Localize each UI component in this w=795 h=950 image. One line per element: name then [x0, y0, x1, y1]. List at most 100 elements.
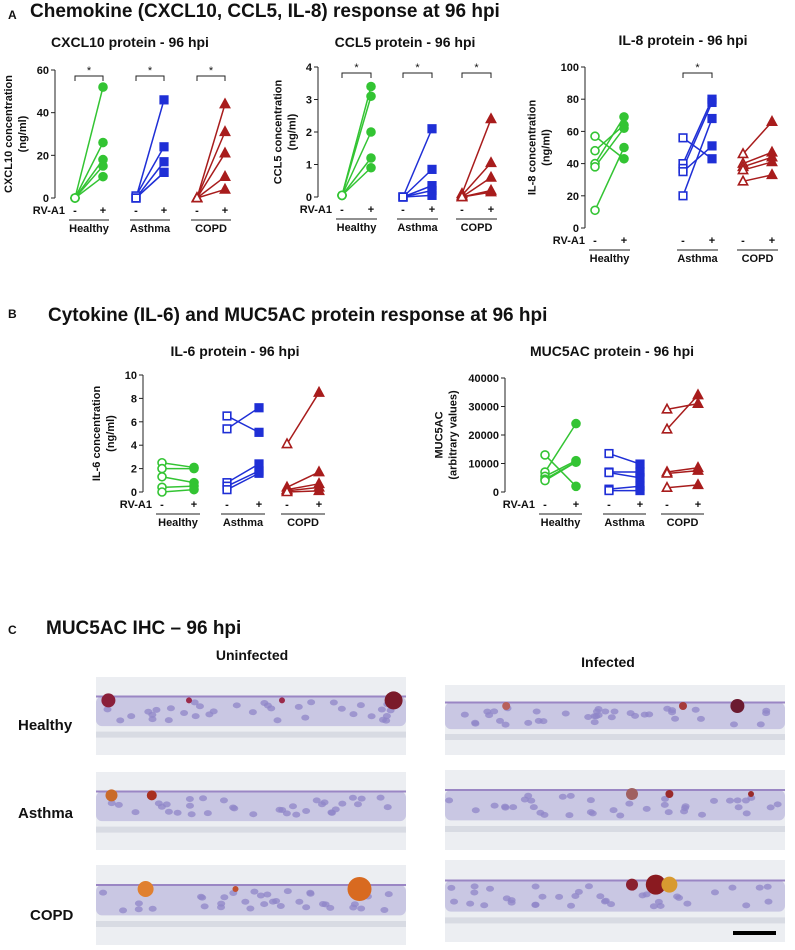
y-tick-label: 0	[493, 487, 499, 499]
group-label: Healthy	[337, 222, 378, 234]
marker	[540, 450, 550, 460]
significance-label: *	[209, 65, 214, 77]
marker	[337, 190, 347, 201]
nucleus	[191, 713, 200, 720]
pair-line	[666, 484, 699, 489]
group-label: Asthma	[677, 253, 718, 265]
pair-line	[402, 189, 433, 198]
marker	[219, 97, 231, 109]
nucleus	[586, 809, 595, 816]
nucleus	[263, 891, 272, 898]
x-tick-label: -	[681, 235, 685, 247]
pair-line	[196, 131, 226, 199]
nucleus	[524, 719, 533, 726]
pair-line	[226, 407, 260, 430]
x-tick-label: -	[134, 205, 138, 217]
nucleus	[349, 904, 358, 911]
pair-line	[226, 472, 260, 491]
nucleus	[586, 797, 595, 804]
pair-line	[742, 156, 773, 168]
nucleus	[301, 714, 310, 721]
group-label: Healthy	[541, 517, 582, 529]
y-tick-label: 1	[306, 160, 312, 172]
pair-line	[544, 423, 577, 473]
nucleus	[490, 802, 499, 809]
pair-line	[74, 165, 104, 199]
marker	[485, 170, 497, 182]
nucleus	[302, 807, 311, 814]
pair-line	[742, 121, 773, 155]
nucleus	[607, 901, 616, 908]
nucleus	[302, 904, 311, 911]
marker	[604, 485, 614, 496]
marker	[189, 484, 199, 495]
nucleus	[486, 885, 495, 892]
nucleus	[217, 900, 226, 907]
marker	[635, 485, 645, 496]
nucleus	[241, 898, 250, 905]
nucleus	[681, 803, 690, 810]
nucleus	[470, 883, 479, 890]
marker	[619, 153, 629, 164]
pair-line	[666, 394, 699, 430]
nucleus	[691, 706, 700, 713]
marker	[678, 191, 688, 201]
significance-label: *	[354, 62, 359, 74]
nucleus	[710, 889, 719, 896]
nucleus	[764, 898, 773, 905]
pair-line	[286, 392, 320, 445]
x-tick-label: -	[73, 205, 77, 217]
panel-letter: C	[8, 623, 17, 637]
y-tick-label: 2	[306, 127, 312, 139]
stain	[626, 788, 638, 800]
x-tick-label: +	[695, 499, 701, 511]
stain	[137, 881, 154, 897]
pair-line	[682, 137, 713, 160]
x-tick-label: +	[316, 499, 322, 511]
nucleus	[470, 889, 479, 896]
marker	[157, 463, 167, 474]
marker	[661, 466, 673, 478]
stain	[665, 790, 674, 798]
marker	[313, 385, 325, 397]
y-tick-label: 40	[37, 108, 49, 120]
marker	[707, 154, 717, 164]
nucleus	[273, 717, 282, 724]
group-label: COPD	[195, 223, 227, 235]
marker	[254, 427, 264, 437]
nucleus	[616, 812, 625, 819]
nucleus	[471, 720, 480, 727]
chart-title: CXCL10 protein - 96 hpi	[51, 34, 209, 50]
nucleus	[536, 809, 545, 816]
pair-line	[135, 146, 165, 197]
group-label: COPD	[742, 253, 774, 265]
stain	[679, 702, 687, 710]
nucleus	[490, 708, 499, 715]
nucleus	[148, 905, 157, 912]
nucleus	[660, 801, 669, 808]
nucleus	[673, 893, 682, 900]
significance-bracket	[74, 75, 104, 81]
marker	[635, 459, 645, 469]
marker	[661, 422, 673, 434]
nucleus	[338, 800, 347, 807]
nucleus	[601, 897, 610, 904]
nucleus	[728, 884, 737, 891]
nucleus	[466, 900, 475, 907]
y-axis-label: (arbitrary values)	[448, 390, 460, 480]
section-title: MUC5AC IHC – 96 hpi	[46, 618, 241, 639]
panel-letter: A	[8, 8, 17, 22]
marker	[485, 112, 497, 124]
y-tick-label: 40000	[468, 373, 499, 385]
nucleus	[288, 803, 297, 810]
marker	[219, 125, 231, 137]
x-tick-label: -	[160, 499, 164, 511]
marker	[189, 463, 199, 474]
nucleus	[642, 805, 651, 812]
nucleus	[509, 804, 518, 811]
nucleus	[312, 797, 321, 804]
pair-line	[666, 467, 699, 473]
marker	[157, 471, 167, 482]
nucleus	[256, 892, 265, 899]
marker	[485, 156, 497, 168]
